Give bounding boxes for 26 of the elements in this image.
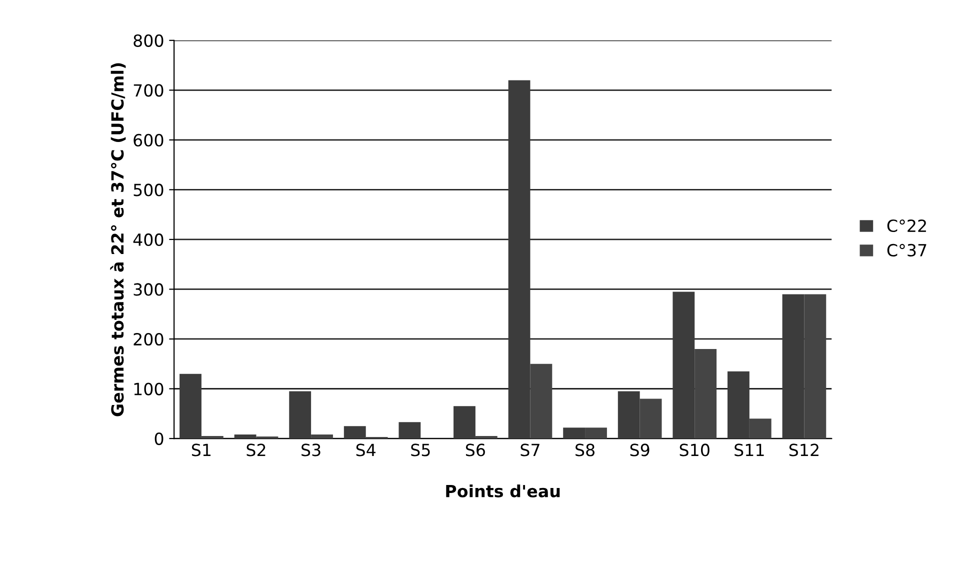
x-tick-label: S9	[630, 444, 650, 456]
x-tick-label: S8	[576, 444, 594, 456]
x-tick-label: S2	[246, 444, 266, 456]
legend-label: C°37	[887, 244, 926, 257]
x-tick-label: S6	[466, 444, 485, 456]
x-tick-label: S12	[789, 444, 818, 456]
x-tick-label: S3	[302, 444, 320, 456]
y-axis-title: Germes totaux à 22° et 37°C (UFC/ml)	[110, 63, 126, 416]
y-tick-label: 600	[134, 134, 164, 146]
y-tick-label: 300	[134, 283, 164, 296]
x-tick-label: S11	[734, 444, 764, 456]
x-tick-label: S7	[520, 444, 540, 456]
y-tick-label: 800	[134, 34, 164, 47]
x-tick-label: S4	[356, 444, 376, 456]
legend-label: C°22	[887, 219, 926, 232]
bar	[398, 422, 421, 439]
y-tick-label: 100	[134, 382, 164, 396]
y-tick-label: 500	[134, 184, 164, 196]
x-tick-label: S5	[411, 444, 430, 456]
x-tick-label: S10	[680, 444, 710, 456]
y-tick-label: 0	[154, 432, 164, 446]
x-axis-title: Points d'eau	[446, 484, 560, 498]
y-tick-label: 700	[134, 84, 164, 97]
x-tick-label: S1	[192, 444, 211, 456]
y-tick-label: 400	[133, 233, 164, 246]
y-tick-label: 200	[134, 332, 164, 346]
